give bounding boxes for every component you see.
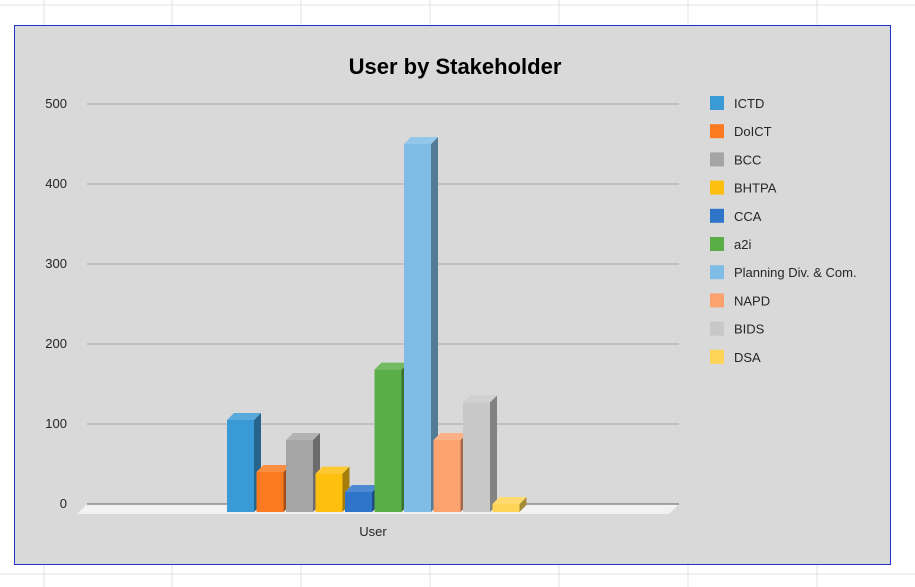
bar-side	[519, 497, 527, 512]
legend-label: BIDS	[734, 322, 765, 337]
legend-label: NAPD	[734, 293, 770, 308]
bar-side	[431, 137, 438, 512]
bar-side	[490, 395, 497, 512]
legend-item[interactable]: DSA	[710, 349, 761, 365]
bar-top	[345, 485, 379, 492]
bar-ictd[interactable]	[227, 413, 261, 512]
legend-label: DSA	[734, 350, 761, 365]
bar-dsa[interactable]	[492, 497, 527, 512]
legend-item[interactable]: Planning Div. & Com.	[710, 265, 857, 280]
legend: ICTD DoICT BCC BHTPA CCA a2i Planning Div. & C…	[710, 96, 857, 365]
bar-front	[315, 473, 343, 512]
legend-swatch	[710, 208, 724, 223]
bar-bids[interactable]	[463, 395, 497, 512]
bar-top	[286, 433, 320, 440]
bar-front	[286, 440, 313, 512]
x-category-label: User	[359, 524, 387, 539]
legend-item[interactable]: CCA	[710, 208, 762, 224]
bar-a2i[interactable]	[374, 362, 409, 512]
legend-label: ICTD	[734, 96, 764, 111]
legend-label: a2i	[734, 237, 751, 252]
bar-top	[374, 362, 409, 370]
legend-label: BHTPA	[734, 181, 777, 196]
legend-swatch	[710, 237, 724, 251]
gridlines	[87, 103, 679, 425]
y-tick-label: 400	[45, 176, 67, 191]
y-tick-label: 300	[45, 256, 67, 271]
legend-swatch	[710, 265, 724, 280]
bar-top	[404, 137, 438, 144]
bar-bcc[interactable]	[286, 433, 320, 512]
legend-swatch	[710, 293, 724, 308]
legend-item[interactable]: ICTD	[710, 96, 764, 111]
legend-label: DoICT	[734, 124, 772, 139]
legend-item[interactable]: DoICT	[710, 124, 772, 139]
bar-planning-div-com[interactable]	[404, 137, 438, 512]
bar-napd[interactable]	[433, 433, 468, 512]
bars	[227, 137, 527, 512]
bar-front	[433, 440, 461, 512]
legend-item[interactable]: NAPD	[710, 293, 770, 308]
bar-top	[315, 466, 350, 474]
legend-label: CCA	[734, 209, 762, 224]
legend-swatch	[710, 152, 724, 167]
bar-top	[463, 395, 497, 403]
y-tick-label: 0	[60, 496, 67, 511]
y-axis-ticks: 0 100 200 300 400 500	[45, 96, 67, 511]
legend-item[interactable]: a2i	[710, 237, 751, 252]
legend-swatch	[710, 349, 724, 364]
chart-title: User by Stakeholder	[349, 54, 562, 79]
legend-swatch	[710, 124, 724, 139]
legend-label: BCC	[734, 152, 761, 167]
legend-label: Planning Div. & Com.	[734, 265, 857, 280]
bar-front	[492, 504, 520, 512]
y-tick-label: 200	[45, 336, 67, 351]
legend-swatch	[710, 180, 724, 195]
bar-front	[227, 420, 254, 512]
bar-top	[492, 497, 527, 504]
bar-front	[256, 472, 284, 512]
y-tick-label: 100	[45, 416, 67, 431]
legend-swatch	[710, 321, 724, 336]
bar-doict[interactable]	[256, 465, 291, 512]
legend-item[interactable]: BCC	[710, 152, 761, 167]
legend-item[interactable]: BHTPA	[710, 180, 777, 196]
y-tick-label: 500	[45, 96, 67, 111]
bar-front	[404, 144, 431, 512]
bar-top	[227, 413, 261, 420]
bar-cca[interactable]	[345, 485, 379, 512]
bar-front	[463, 402, 490, 512]
bar-top	[433, 433, 468, 440]
bar-bhtpa[interactable]	[315, 466, 350, 512]
bar-top	[256, 465, 291, 472]
bar-front	[345, 492, 372, 512]
legend-item[interactable]: BIDS	[710, 321, 765, 337]
bar-front	[374, 369, 402, 512]
legend-swatch	[710, 96, 724, 110]
